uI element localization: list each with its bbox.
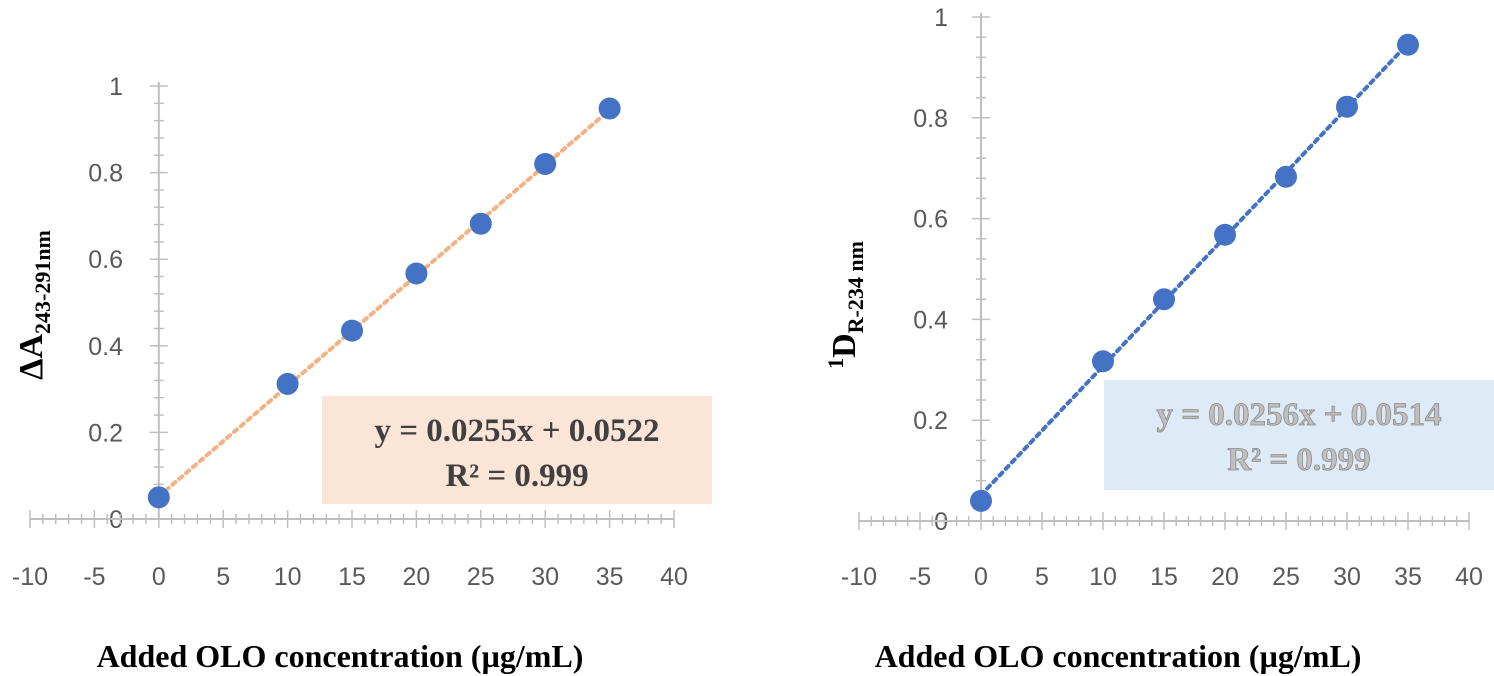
chart-right-data-point bbox=[1153, 288, 1175, 311]
chart-left-x-tick-label: 25 bbox=[467, 563, 495, 591]
chart-left-x-tick-label: -10 bbox=[12, 563, 48, 591]
chart-left-data-point bbox=[147, 486, 170, 509]
chart-left-data-point bbox=[276, 372, 299, 395]
chart-right-y-label-main: D bbox=[826, 333, 863, 358]
chart-right-marks bbox=[970, 33, 1419, 512]
chart-right-y-tick-label: 0.6 bbox=[913, 206, 948, 234]
chart-left-equation: y = 0.0255x + 0.0522 bbox=[374, 413, 659, 449]
chart-right-x-tick-label: 10 bbox=[1089, 563, 1117, 591]
chart-left-y-tick-label: 0.8 bbox=[88, 160, 123, 188]
chart-right-y-tick-label: 0.2 bbox=[913, 407, 948, 435]
chart-left-y-label-main: ΔA bbox=[13, 334, 50, 380]
chart-left-x-tick-label: 15 bbox=[338, 563, 366, 591]
chart-left-y-tick-label: 1 bbox=[109, 73, 123, 101]
chart-right-x-tick-label: 40 bbox=[1455, 563, 1483, 591]
chart-left-data-point bbox=[598, 97, 621, 120]
chart-right-trendline bbox=[979, 41, 1410, 498]
chart-right-x-tick-label: 15 bbox=[1150, 563, 1178, 591]
chart-left-equation-box: y = 0.0255x + 0.0522 R² = 0.999 bbox=[322, 396, 712, 504]
chart-left-x-axis-label: Added OLO concentration (µg/mL) bbox=[97, 638, 584, 674]
chart-left-x-tick-label: 35 bbox=[596, 563, 624, 591]
chart-left-data-point bbox=[469, 212, 492, 235]
chart-right-x-tick-label: -5 bbox=[909, 563, 931, 591]
chart-right-y-tick-label: 0.4 bbox=[913, 306, 948, 334]
chart-left-x-tick-label: 10 bbox=[274, 563, 302, 591]
chart-right-x-axis-label: Added OLO concentration (µg/mL) bbox=[875, 638, 1362, 674]
chart-left-x-tick-label: 40 bbox=[660, 563, 688, 591]
chart-right-y-tick-label: 1 bbox=[934, 4, 948, 32]
chart-right-x-tick-label: 25 bbox=[1272, 563, 1300, 591]
chart-left-y-tick-label: 0.2 bbox=[88, 419, 123, 447]
chart-right-x-tick-label: 5 bbox=[1035, 563, 1049, 591]
chart-right-x-tick-label: 35 bbox=[1394, 563, 1422, 591]
chart-right-equation-box: y = 0.0256x + 0.0514 R² = 0.999 bbox=[1104, 380, 1494, 490]
chart-left-trendline bbox=[156, 107, 612, 499]
chart-right-y-axis-label: 1DR-234 nm bbox=[823, 241, 868, 369]
chart-left-data-point bbox=[405, 262, 428, 285]
chart-left-x-tick-label: -5 bbox=[83, 563, 105, 591]
chart-left-r2: R² = 0.999 bbox=[445, 458, 588, 494]
chart-right-x-tick-label: 20 bbox=[1211, 563, 1239, 591]
chart-right-data-point bbox=[970, 489, 992, 512]
chart-right-x-tick-label: 30 bbox=[1333, 563, 1361, 591]
chart-right-r2: R² = 0.999 bbox=[1227, 442, 1370, 478]
chart-left-marks bbox=[147, 97, 621, 509]
chart-left-y-tick-label: 0.4 bbox=[88, 333, 123, 361]
chart-left-x-tick-label: 20 bbox=[402, 563, 430, 591]
chart-right-data-point bbox=[1275, 165, 1297, 188]
chart-left-y-tick-label: 0.6 bbox=[88, 246, 123, 274]
chart-left-x-tick-label: 5 bbox=[216, 563, 230, 591]
chart-left-data-point bbox=[341, 319, 363, 342]
chart-right-data-point bbox=[1336, 95, 1358, 118]
chart-left-y-axis-label: ΔA243-291nm bbox=[13, 230, 55, 380]
chart-right-data-point bbox=[1214, 223, 1236, 246]
chart-left-y-label-sub: 243-291nm bbox=[30, 230, 55, 334]
chart-right-equation: y = 0.0256x + 0.0514 bbox=[1156, 397, 1441, 433]
chart-right-x-tick-label: 0 bbox=[974, 563, 988, 591]
chart-left-x-tick-label: 0 bbox=[152, 563, 166, 591]
chart-right-x-tick-label: -10 bbox=[841, 563, 877, 591]
chart-right-data-point bbox=[1397, 33, 1419, 56]
chart-right-y-label-sup: 1 bbox=[823, 358, 848, 369]
chart-right-data-point bbox=[1092, 350, 1114, 373]
chart-right-y-tick-label: 0.8 bbox=[913, 105, 948, 133]
chart-right-y-label-sub: R-234 nm bbox=[843, 241, 868, 333]
chart-left-data-point bbox=[534, 152, 557, 175]
chart-left-x-tick-label: 30 bbox=[531, 563, 559, 591]
